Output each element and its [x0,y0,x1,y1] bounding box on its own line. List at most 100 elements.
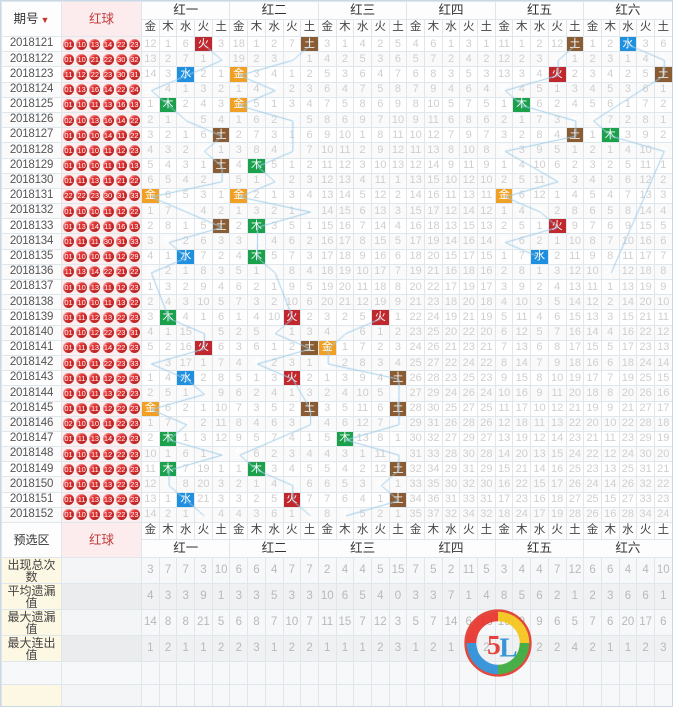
mid-element-header-木[interactable]: 木 [158,522,178,540]
mid-element-header-金[interactable]: 金 [141,522,160,540]
red-ball: 01 [63,463,74,475]
element-header-土[interactable]: 土 [388,19,408,37]
element-header-木[interactable]: 木 [247,19,266,37]
table-row[interactable]: 2018147 01 11 13 14 22 23 2 木 1 3 12 9 5 7 4 1 5 木 13 8 1 30 32… [1,430,672,448]
mid-element-header-火[interactable]: 火 [282,522,302,540]
element-header-水[interactable]: 水 [618,19,638,37]
mid-element-header-土[interactable]: 土 [565,522,585,540]
mid-element-header-火[interactable]: 火 [370,522,390,540]
table-row[interactable]: 2018135 01 10 10 11 12 29 4 1 水 7 2 4 木 5 7 3 17 18 9 16 6 18 2… [1,248,672,265]
table-row[interactable]: 2018152 01 10 11 12 22 23 14 2 1 火 4 4 3 6 1 土 8 木 5 2 1 35 37 3… [1,506,672,524]
element-header-土[interactable]: 土 [477,19,496,37]
table-row[interactable]: 2018133 01 13 14 11 16 13 2 8 1 5 土 2 木 3 5 1 15 16 7 14 4 16 1… [1,218,672,235]
table-row[interactable]: 2018124 01 13 16 14 22 24 金 4 1 3 2 1 4 水 2 3 6 4 7 5 8 7 9 4 6 4 金… [1,81,672,98]
mid-element-header-土[interactable]: 土 [388,522,408,540]
mid-element-header-水[interactable]: 水 [530,522,549,540]
mid-element-header-水[interactable]: 水 [441,522,461,540]
table-row[interactable]: 2018127 01 10 10 14 11 22 3 2 1 6 土 2 7 3 1 6 9 10 1 8 11 10 12… [1,127,672,144]
table-row[interactable]: 2018132 01 10 10 11 12 22 1 7 水 4 2 1 3 2 1 土 14 15 6 13 3 15 1… [1,203,672,220]
element-header-水[interactable]: 水 [353,19,372,37]
table-row[interactable]: 2018125 01 10 11 13 16 13 1 木 2 4 3 金 5 1 3 4 7 5 8 6 9 8 10 5 7 5… [1,96,672,113]
element-header-水[interactable]: 水 [530,19,549,37]
table-row[interactable]: 2018142 01 10 11 22 23 33 金 3 17 1 7 4 木 2 3 1 金 2 8 3 4 25 27 2… [1,354,672,372]
element-header-水[interactable]: 水 [264,19,284,37]
table-row[interactable]: 2018145 01 11 11 12 22 23 金 6 2 1 10 7 3 5 2 土 3 5 11 6 土 28 30… [1,400,672,417]
element-header-木[interactable]: 木 [424,19,443,37]
element-header-火[interactable]: 火 [194,19,213,37]
miss-cell: 7 [353,218,372,235]
mid-element-header-火[interactable]: 火 [636,522,655,540]
element-header-金[interactable]: 金 [406,19,425,37]
element-header-水[interactable]: 水 [441,19,461,37]
element-header-土[interactable]: 土 [565,19,585,37]
table-row[interactable]: 2018148 01 10 11 12 22 23 10 1 6 1 土金 6 2 3 4 4 3 1 11 土 31 33… [1,446,672,463]
mid-element-header-火[interactable]: 火 [547,522,567,540]
table-row[interactable]: 2018146 02 10 10 11 22 23 1 7 水 2 11 8 4 6 3 土 4 6 12 7 土 29 31… [1,415,672,432]
mid-element-header-土[interactable]: 土 [211,522,231,540]
element-header-木[interactable]: 木 [512,19,532,37]
element-header-火[interactable]: 火 [459,19,479,37]
element-header-木[interactable]: 木 [335,19,355,37]
mid-element-header-木[interactable]: 木 [247,522,266,540]
element-header-火[interactable]: 火 [282,19,302,37]
element-header-水[interactable]: 水 [176,19,196,37]
table-row[interactable]: 2018141 01 11 13 14 22 23 5 2 16 火 6 3 6 1 2 土金 1 7 2 3 24 26 2… [1,339,672,356]
table-row[interactable]: 2018123 11 12 22 23 30 31 14 3 水 2 1 金 3 4 1 2 5 3 6 4 7 6 8 3 5 3… [1,66,672,83]
table-row[interactable]: 2018143 01 11 11 12 22 23 1 4 水 2 8 5 1 3 火 2 1 3 9 4 土 26 28 23… [1,370,672,387]
table-row[interactable]: 2018150 01 10 11 13 22 23 12 木 8 20 3 2 1 4 火 6 6 5 3 火 1 33 35… [1,476,672,493]
miss-cell: 6 [317,81,337,98]
element-header-木[interactable]: 木 [158,19,178,37]
element-header-金[interactable]: 金 [583,19,602,37]
element-header-木[interactable]: 木 [600,19,620,37]
header-issue[interactable]: 期号 ▼ [1,1,62,37]
table-row[interactable]: 2018139 01 11 12 13 22 23 3 木 4 1 6 1 4 10 火 2 3 2 5 火 1 22 24 1… [1,309,672,326]
miss-cell: 4 [264,66,284,83]
mid-element-header-木[interactable]: 木 [512,522,532,540]
mid-element-header-水[interactable]: 水 [264,522,284,540]
mid-element-header-金[interactable]: 金 [494,522,514,540]
mid-element-header-木[interactable]: 木 [600,522,620,540]
element-header-火[interactable]: 火 [636,19,655,37]
mid-element-header-土[interactable]: 土 [300,522,319,540]
mid-element-header-金[interactable]: 金 [583,522,602,540]
mid-element-header-金[interactable]: 金 [317,522,337,540]
element-header-金[interactable]: 金 [494,19,514,37]
mid-element-header-水[interactable]: 水 [618,522,638,540]
element-header-金[interactable]: 金 [141,19,160,37]
table-row[interactable]: 2018134 01 11 11 30 31 33 3 木 2 6 3 3 木 4 6 2 16 17 8 15 5 17 1… [1,233,672,250]
mid-element-header-木[interactable]: 木 [424,522,443,540]
table-row[interactable]: 2018151 01 11 13 13 22 23 13 1 水 21 3 3 2 5 火 7 7 6 4 1 土 34 36… [1,491,672,508]
mid-element-header-土[interactable]: 土 [477,522,496,540]
mid-element-header-水[interactable]: 水 [176,522,196,540]
table-row[interactable]: 2018129 01 10 10 11 11 13 5 4 3 1 土 4 木 5 1 2 11 12 3 10 13 12… [1,157,672,174]
table-row[interactable]: 2018138 01 10 10 11 13 22 2 4 3 10 5 7 3 2 10 6 20 21 12 19 9… [1,294,672,311]
element-header-火[interactable]: 火 [547,19,567,37]
table-row[interactable]: 2018136 11 13 14 22 21 22 金 2 1 8 3 5 1 水 8 4 18 19 10 17 7 19… [1,263,672,281]
mid-element-header-金[interactable]: 金 [406,522,425,540]
stats-value: 12 [370,609,390,636]
table-row[interactable]: 2018126 02 10 13 16 14 22 2 1 水 5 4 1 6 2 火 5 8 6 9 7 10 9 11 6 8… [1,111,672,129]
table-row[interactable]: 2018131 22 22 23 30 31 33 金 6 5 3 1 金 2 1 3 4 13 14 5 12 2 14 1… [1,187,672,205]
red-ball: 10 [89,160,101,172]
element-header-土[interactable]: 土 [211,19,231,37]
table-row[interactable]: 2018128 01 10 10 11 12 23 4 3 2 火 1 3 8 4 火 7 10 11 2 9 12 11 1… [1,142,672,159]
table-row[interactable]: 2018144 01 10 11 13 22 23 2 5 1 火 9 6 2 4 1 3 2 4 10 5 金 27 29 2… [1,385,672,402]
table-row[interactable]: 2018121 01 10 13 14 22 23 12 1 6 火 3 18 1 2 7 土 3 1 4 2 5 4 6 1 3… [1,35,672,53]
element-header-金[interactable]: 金 [229,19,249,37]
mid-element-header-土[interactable]: 土 [653,522,672,540]
mid-element-header-火[interactable]: 火 [194,522,213,540]
table-row[interactable]: 2018149 01 10 11 12 22 23 11 木 7 19 1 1 木 3 4 5 5 4 2 12 土 32 3… [1,461,672,478]
element-header-土[interactable]: 土 [300,19,319,37]
element-header-火[interactable]: 火 [370,19,390,37]
miss-cell: 4 [600,324,620,341]
table-row[interactable]: 2018130 01 11 13 11 21 22 6 5 4 2 土 5 1 水 2 3 12 13 4 11 1 13 1… [1,172,672,189]
table-row[interactable]: 2018137 01 10 13 11 12 23 1 3 2 9 4 6 2 1 9 5 19 20 11 18 8 20… [1,278,672,296]
table-row[interactable]: 2018122 01 10 21 22 30 32 13 2 7 1 土 19 2 3 火 1 4 2 5 3 6 5 7 2 4… [1,51,672,68]
element-header-金[interactable]: 金 [317,19,337,37]
mid-element-header-金[interactable]: 金 [229,522,249,540]
table-row[interactable]: 2018140 01 10 12 22 23 31 4 1 15 火 5 2 5 水 1 3 4 木 6 1 2 23 25 2… [1,324,672,341]
mid-element-header-水[interactable]: 水 [353,522,372,540]
mid-element-header-火[interactable]: 火 [459,522,479,540]
mid-element-header-木[interactable]: 木 [335,522,355,540]
element-header-土[interactable]: 土 [653,19,672,37]
